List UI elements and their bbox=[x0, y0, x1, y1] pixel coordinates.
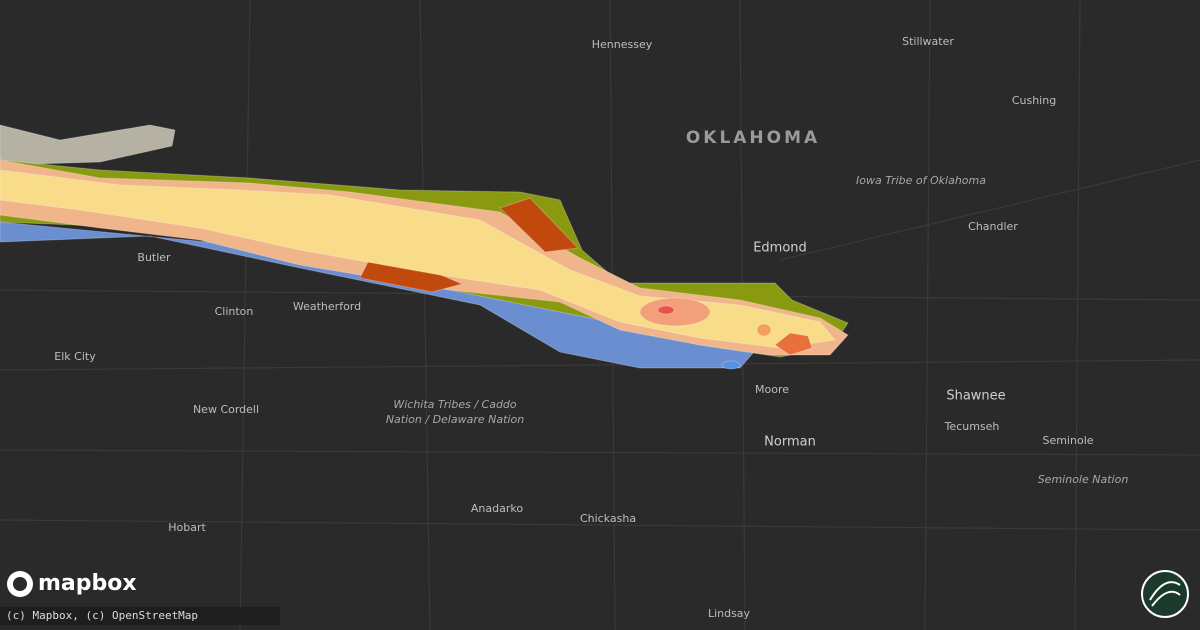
swath-core bbox=[639, 297, 711, 327]
swath-peak-east bbox=[774, 332, 813, 356]
region-label: Seminole Nation bbox=[1038, 473, 1129, 486]
place-label: Tecumseh bbox=[944, 420, 1000, 433]
swath-spot bbox=[756, 323, 772, 337]
region-label: Wichita Tribes / Caddo bbox=[393, 398, 517, 411]
place-label: Butler bbox=[137, 251, 171, 264]
logo-text: mapbox bbox=[38, 571, 137, 596]
attribution-bg bbox=[0, 607, 280, 625]
swath-spot-blue bbox=[721, 360, 741, 370]
place-label: Clinton bbox=[215, 305, 254, 318]
swath-peak bbox=[657, 305, 675, 315]
place-label: Edmond bbox=[753, 241, 807, 256]
place-label: Shawnee bbox=[946, 389, 1005, 404]
region-label: Nation / Delaware Nation bbox=[386, 413, 524, 426]
state-label: OKLAHOMA bbox=[686, 128, 820, 148]
place-label: Weatherford bbox=[293, 300, 361, 313]
place-label: Elk City bbox=[54, 350, 96, 363]
storm-swath bbox=[0, 124, 849, 370]
place-label: Moore bbox=[755, 383, 789, 396]
attribution[interactable]: (c) Mapbox, (c) OpenStreetMap bbox=[6, 609, 198, 622]
place-label: Seminole bbox=[1042, 434, 1093, 447]
place-label: Hennessey bbox=[592, 38, 653, 51]
place-label: Chickasha bbox=[580, 512, 636, 525]
badge-icon bbox=[1149, 581, 1181, 607]
place-label: Lindsay bbox=[708, 607, 751, 620]
place-label: Anadarko bbox=[471, 502, 523, 515]
logo-icon-inner bbox=[13, 577, 27, 591]
place-label: Norman bbox=[764, 435, 816, 450]
region-label: Iowa Tribe of Oklahoma bbox=[856, 174, 986, 187]
place-label: Stillwater bbox=[902, 35, 954, 48]
corner-badge bbox=[1141, 570, 1189, 618]
place-label: Cushing bbox=[1012, 94, 1056, 107]
place-label: Chandler bbox=[968, 220, 1018, 233]
place-label: Hobart bbox=[168, 521, 206, 534]
place-label: New Cordell bbox=[193, 403, 259, 416]
mapbox-logo: mapbox bbox=[7, 571, 137, 597]
